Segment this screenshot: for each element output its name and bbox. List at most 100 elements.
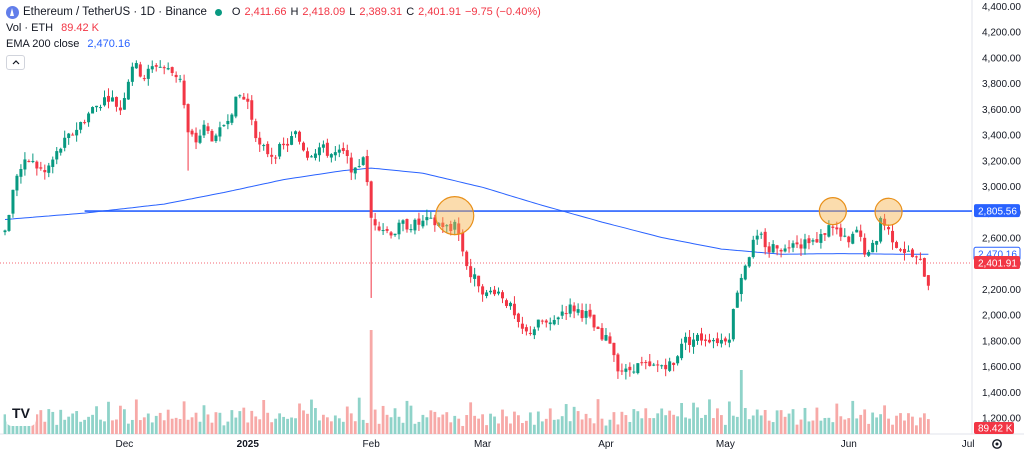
volume-bar xyxy=(126,423,130,434)
candle-body xyxy=(707,339,711,343)
price-tick-label: 2,200.00 xyxy=(982,285,1021,296)
candle-body xyxy=(166,68,170,70)
candle-body xyxy=(194,132,198,143)
candle-body xyxy=(309,156,313,158)
candle-body xyxy=(481,286,485,295)
volume-bar xyxy=(51,411,55,434)
volume-bar xyxy=(274,418,278,434)
tradingview-logo[interactable]: TV xyxy=(6,400,36,426)
volume-bar xyxy=(87,416,90,434)
volume-bar xyxy=(210,422,214,434)
volume-bar xyxy=(572,406,576,434)
candle-body xyxy=(795,242,799,245)
candle-body xyxy=(588,309,592,317)
volume-bar xyxy=(903,420,906,434)
volume-bar xyxy=(397,416,401,434)
candle-body xyxy=(711,340,715,342)
price-tick-label: 3,200.00 xyxy=(982,156,1021,167)
candle-body xyxy=(532,329,536,336)
highlight-circle[interactable] xyxy=(435,196,475,236)
open-label: O xyxy=(231,5,241,18)
candle-body xyxy=(576,309,580,313)
candle-body xyxy=(238,95,242,97)
candle-body xyxy=(361,157,365,165)
candle-body xyxy=(895,242,899,248)
change-value: −9.75 (−0.40%) xyxy=(464,5,541,18)
candle-body xyxy=(628,366,632,371)
volume-bar xyxy=(250,410,254,434)
ema-label[interactable]: EMA 200 close xyxy=(6,37,80,50)
volume-bar xyxy=(580,419,584,434)
candle-body xyxy=(719,339,723,344)
time-tick-label: May xyxy=(716,439,735,450)
volume-bar xyxy=(413,423,417,434)
candle-body xyxy=(727,339,731,343)
candle-body xyxy=(369,181,373,218)
time-tick-label: Dec xyxy=(116,439,134,450)
volume-bar xyxy=(91,414,94,434)
volume-bar xyxy=(688,418,691,434)
time-tick-label: Feb xyxy=(363,439,381,450)
price-tick-label: 2,000.00 xyxy=(982,311,1021,322)
volume-bar xyxy=(839,416,843,434)
candle-body xyxy=(560,311,564,316)
price-tick-label: 1,400.00 xyxy=(982,388,1021,399)
volume-bar xyxy=(493,416,496,434)
candle-body xyxy=(524,327,528,332)
low-label: L xyxy=(349,5,356,18)
symbol-title[interactable]: Ethereum / TetherUS · 1D · Binance xyxy=(23,5,207,18)
highlight-circle[interactable] xyxy=(818,197,847,226)
volume-bar xyxy=(544,418,548,434)
volume-bar xyxy=(166,409,170,434)
highlight-circle[interactable] xyxy=(874,197,903,226)
volume-bar xyxy=(763,409,767,434)
volume-label[interactable]: Vol · ETH xyxy=(6,21,54,34)
volume-bar xyxy=(712,418,715,434)
candle-body xyxy=(294,131,298,135)
volume-bar xyxy=(130,419,134,434)
collapse-legend-button[interactable] xyxy=(6,55,25,70)
volume-bar xyxy=(795,424,799,434)
price-tick-label: 3,000.00 xyxy=(982,182,1021,193)
volume-bar xyxy=(708,399,711,434)
volume-bar xyxy=(457,418,461,434)
candle-body xyxy=(823,233,827,235)
volume-bar xyxy=(83,419,86,434)
ema-legend-row: EMA 200 close 2,470.16 xyxy=(6,36,541,52)
candle-body xyxy=(473,274,477,279)
candle-body xyxy=(118,107,122,111)
candle-body xyxy=(437,223,441,226)
price-tick-label: 1,200.00 xyxy=(982,414,1021,425)
candle-body xyxy=(274,157,278,159)
gear-icon-center xyxy=(995,442,999,446)
candle-body xyxy=(703,339,707,341)
candle-body xyxy=(258,137,262,145)
volume-bar xyxy=(540,421,544,434)
volume-bar xyxy=(254,416,258,434)
candle-body xyxy=(317,147,321,156)
volume-bar xyxy=(891,424,894,434)
volume-bar xyxy=(258,419,262,434)
candle-body xyxy=(142,78,146,80)
volume-bar xyxy=(206,414,210,434)
candle-body xyxy=(668,361,672,371)
candle-body xyxy=(441,222,445,227)
volume-bar xyxy=(433,411,437,434)
volume-bar xyxy=(926,419,930,434)
price-tick-label: 3,400.00 xyxy=(982,131,1021,142)
candle-body xyxy=(469,266,473,278)
candle-body xyxy=(767,246,771,253)
volume-bar xyxy=(302,410,305,434)
candle-body xyxy=(831,226,835,228)
candle-body xyxy=(103,97,106,106)
volume-bar xyxy=(473,415,477,434)
gear-icon[interactable] xyxy=(992,439,1002,449)
volume-bar xyxy=(855,418,859,434)
candle-body xyxy=(226,120,230,125)
open-value: 2,411.66 xyxy=(244,5,287,18)
volume-bar xyxy=(158,412,162,434)
volume-bar xyxy=(417,421,421,434)
candle-body xyxy=(664,364,668,370)
candle-body xyxy=(636,363,640,374)
